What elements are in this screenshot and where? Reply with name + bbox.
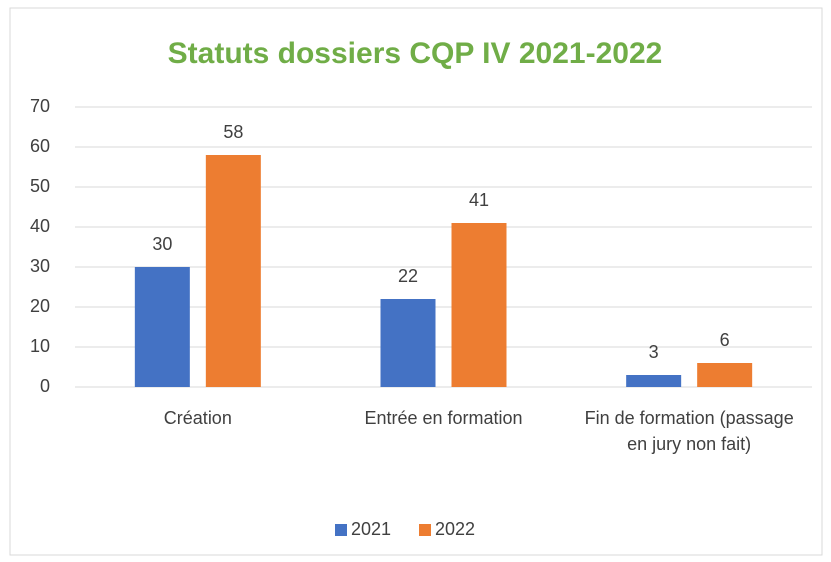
data-label: 41 [469, 190, 489, 210]
data-label: 22 [398, 266, 418, 286]
bar [697, 363, 753, 387]
x-tick-label: Fin de formation (passage en jury non fa… [584, 408, 794, 454]
data-label: 3 [649, 342, 659, 362]
x-tick-label: Création [163, 408, 232, 428]
y-tick-label: 0 [40, 376, 50, 396]
x-tick-label: Entrée en formation [364, 408, 523, 428]
legend-swatch [419, 524, 431, 536]
y-tick-label: 20 [30, 296, 50, 316]
chart-title: Statuts dossiers CQP IV 2021-2022 [168, 37, 663, 70]
legend-swatch [335, 524, 347, 536]
y-tick-label: 60 [30, 136, 50, 156]
data-label: 6 [720, 330, 730, 350]
bar [380, 299, 436, 387]
legend-label: 2021 [351, 519, 391, 539]
data-label: 30 [152, 234, 172, 254]
bar [205, 155, 261, 387]
bar [451, 223, 507, 387]
y-tick-label: 30 [30, 256, 50, 276]
data-label: 58 [223, 122, 243, 142]
bar [626, 375, 682, 387]
legend-label: 2022 [435, 519, 475, 539]
bar [134, 267, 190, 387]
y-tick-label: 10 [30, 336, 50, 356]
y-tick-label: 70 [30, 96, 50, 116]
y-tick-label: 40 [30, 216, 50, 236]
y-tick-label: 50 [30, 176, 50, 196]
